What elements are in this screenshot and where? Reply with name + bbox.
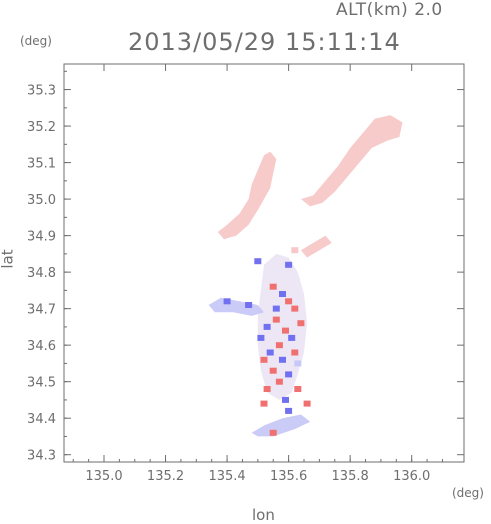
y-tick-label: 35.3 [27, 84, 56, 99]
data-cell [282, 396, 289, 403]
y-tick-label: 34.3 [27, 449, 56, 464]
x-axis-label: lon [252, 506, 275, 524]
data-cell [275, 342, 283, 349]
data-cell [285, 298, 293, 305]
y-axis-unit: (deg) [20, 34, 52, 48]
data-cell [288, 334, 296, 341]
data-cell [260, 400, 268, 407]
x-tick-label: 135.8 [332, 469, 369, 484]
y-tick-label: 35.2 [27, 120, 56, 135]
data-cell [263, 386, 271, 392]
data-cell [254, 258, 262, 265]
y-tick-label: 34.7 [27, 303, 56, 318]
data-cell [223, 298, 231, 305]
y-tick-label: 34.6 [27, 339, 56, 354]
region-west-arm [208, 297, 264, 316]
regions-layer [208, 115, 403, 437]
data-cell [269, 429, 277, 436]
data-cell [294, 386, 302, 392]
data-cell [263, 323, 271, 330]
altitude-label: ALT(km) 2.0 [336, 0, 443, 20]
data-cell [275, 378, 283, 385]
region-east-patch [300, 235, 332, 258]
timestamp-title: 2013/05/29 15:11:14 [128, 28, 401, 56]
data-cell [257, 334, 265, 341]
y-tick-label: 34.9 [27, 230, 56, 245]
y-tick-label: 34.5 [27, 376, 56, 391]
data-cell [294, 360, 302, 367]
data-cell [297, 320, 305, 327]
data-cell [272, 305, 280, 312]
data-cell [291, 305, 299, 312]
x-tick-label: 135.4 [208, 469, 245, 484]
y-tick-label: 35.1 [27, 157, 56, 172]
data-cell [291, 349, 299, 356]
region-south-tail [251, 414, 311, 437]
region-northwest-band [217, 151, 277, 240]
data-cell [269, 367, 277, 374]
plot-frame [63, 63, 465, 463]
region-northeast-band [300, 115, 403, 207]
data-cell [285, 371, 293, 378]
x-tick-label: 136.0 [393, 469, 430, 484]
y-tick-label: 35.0 [27, 193, 56, 208]
data-cell [245, 302, 253, 308]
data-cell [279, 291, 286, 297]
y-tick-label: 34.4 [27, 412, 56, 427]
data-cell [282, 327, 289, 334]
data-cell [272, 316, 280, 323]
axes-layer: 135.0 135.2 135.4 135.6 135.8 136.0 34.3 34.4 34… [27, 63, 465, 484]
cells-layer [223, 247, 311, 436]
data-cell [285, 407, 293, 414]
data-cell [303, 400, 311, 407]
data-cell [291, 247, 299, 254]
data-cell [279, 356, 286, 363]
data-cell [269, 283, 277, 290]
data-cell [266, 349, 274, 356]
data-cell [285, 261, 293, 268]
x-tick-label: 135.6 [270, 469, 307, 484]
x-tick-label: 135.2 [147, 469, 184, 484]
y-tick-label: 34.8 [27, 266, 56, 281]
x-tick-label: 135.0 [85, 469, 122, 484]
x-axis-unit: (deg) [452, 486, 484, 500]
data-cell [260, 356, 268, 363]
